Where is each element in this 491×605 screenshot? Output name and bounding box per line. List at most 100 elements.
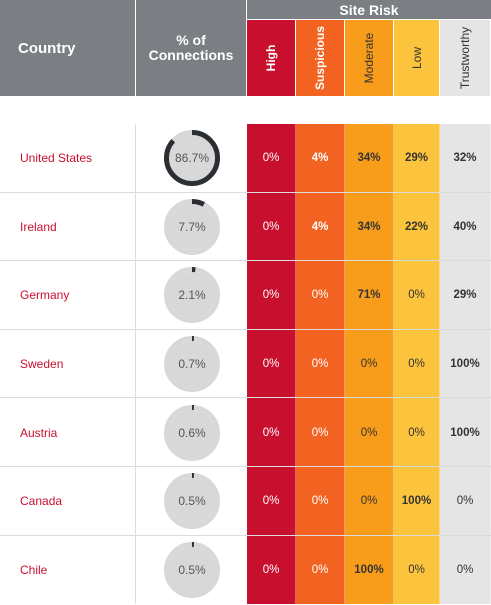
risk-low-value: 22%: [394, 192, 440, 262]
connections-cell: 0.6%: [136, 398, 247, 467]
header-connections: % of Connections: [136, 0, 247, 96]
connections-donut: 0.5%: [163, 541, 220, 598]
risk-low-value: 100%: [394, 466, 440, 536]
risk-moderate-value: 34%: [345, 124, 394, 193]
risk-suspicious-value: 0%: [296, 535, 345, 605]
table-header: Country % of Connections Site Risk High …: [0, 0, 491, 96]
header-gap: [247, 96, 491, 124]
connections-value: 0.5%: [178, 563, 206, 577]
country-name: Sweden: [0, 329, 136, 399]
table-row: Canada 0.5% 0% 0% 0% 100% 0%: [0, 466, 491, 536]
risk-low-value: 0%: [394, 535, 440, 605]
connections-cell: 86.7%: [136, 124, 247, 193]
donut-value-arc: [163, 404, 220, 461]
risk-trustworthy-value: 0%: [440, 466, 491, 536]
table-row: Germany 2.1% 0% 0% 71% 0% 29%: [0, 261, 491, 330]
connections-cell: 0.5%: [136, 536, 247, 605]
risk-high-value: 0%: [247, 192, 296, 262]
header-high: High: [247, 19, 296, 96]
risk-suspicious-value: 4%: [296, 192, 345, 262]
table-row: Ireland 7.7% 0% 4% 34% 22% 40%: [0, 192, 491, 262]
connections-value: 0.6%: [178, 426, 206, 440]
header-site-risk: Site Risk: [247, 0, 491, 19]
header-country-label: Country: [18, 39, 76, 57]
risk-trustworthy-value: 0%: [440, 535, 491, 605]
donut-center: [168, 546, 215, 593]
donut-value-arc: [163, 130, 220, 187]
donut-value-arc: [163, 267, 220, 324]
connections-value: 0.7%: [178, 357, 206, 371]
donut-value-arc: [163, 473, 220, 530]
table-row: Sweden 0.7% 0% 0% 0% 0% 100%: [0, 329, 491, 399]
risk-low-value: 0%: [394, 329, 440, 399]
connections-cell: 2.1%: [136, 261, 247, 330]
risk-trustworthy-value: 32%: [440, 124, 491, 193]
donut-center: [168, 409, 215, 456]
country-name: Austria: [0, 398, 136, 467]
header-connections-line2: Connections: [148, 47, 234, 63]
risk-suspicious-value: 0%: [296, 329, 345, 399]
header-connections-line1: % of: [176, 32, 206, 48]
risk-moderate-value: 100%: [345, 535, 394, 605]
table-body: United States 86.7% 0% 4% 34% 29% 32% Ireland 7.…: [0, 124, 491, 605]
connections-cell: 0.7%: [136, 330, 247, 399]
connections-value: 7.7%: [178, 220, 206, 234]
risk-suspicious-value: 0%: [296, 466, 345, 536]
risk-suspicious-value: 4%: [296, 124, 345, 193]
header-moderate: Moderate: [345, 19, 394, 96]
header-suspicious-label: Suspicious: [313, 25, 327, 91]
risk-high-value: 0%: [247, 261, 296, 330]
connections-donut: 2.1%: [163, 267, 220, 324]
risk-moderate-value: 0%: [345, 329, 394, 399]
table-row: United States 86.7% 0% 4% 34% 29% 32%: [0, 124, 491, 193]
connections-value: 2.1%: [178, 288, 206, 302]
connections-donut: 0.6%: [163, 404, 220, 461]
risk-trustworthy-value: 100%: [440, 398, 491, 467]
header-country: Country: [0, 0, 136, 96]
header-low: Low: [394, 19, 440, 96]
risk-suspicious-value: 0%: [296, 261, 345, 330]
header-low-label: Low: [409, 46, 424, 70]
risk-trustworthy-value: 29%: [440, 261, 491, 330]
risk-high-value: 0%: [247, 398, 296, 467]
risk-suspicious-value: 0%: [296, 398, 345, 467]
connections-value: 0.5%: [178, 494, 206, 508]
connections-donut: 86.7%: [163, 130, 220, 187]
country-name: Ireland: [0, 192, 136, 262]
risk-moderate-value: 71%: [345, 261, 394, 330]
donut-value-arc: [163, 198, 220, 255]
risk-moderate-value: 0%: [345, 398, 394, 467]
country-name: Germany: [0, 261, 136, 330]
header-trustworthy-label: Trustworthy: [458, 26, 472, 90]
header-suspicious: Suspicious: [296, 19, 345, 96]
risk-moderate-value: 0%: [345, 466, 394, 536]
risk-trustworthy-value: 40%: [440, 192, 491, 262]
connections-cell: 0.5%: [136, 467, 247, 536]
risk-moderate-value: 34%: [345, 192, 394, 262]
risk-high-value: 0%: [247, 329, 296, 399]
connections-cell: 7.7%: [136, 193, 247, 262]
header-trustworthy: Trustworthy: [440, 19, 491, 96]
risk-high-value: 0%: [247, 466, 296, 536]
header-high-label: High: [264, 44, 278, 72]
risk-trustworthy-value: 100%: [440, 329, 491, 399]
donut-center: [168, 203, 215, 250]
donut-center: [168, 272, 215, 319]
table-row: Chile 0.5% 0% 0% 100% 0% 0%: [0, 535, 491, 605]
country-name: Canada: [0, 466, 136, 536]
connections-donut: 7.7%: [163, 198, 220, 255]
country-name: United States: [0, 124, 136, 193]
header-moderate-label: Moderate: [362, 32, 376, 84]
connections-donut: 0.5%: [163, 473, 220, 530]
risk-low-value: 0%: [394, 261, 440, 330]
header-site-risk-label: Site Risk: [339, 1, 399, 18]
risk-low-value: 0%: [394, 398, 440, 467]
connections-donut: 0.7%: [163, 336, 220, 393]
risk-high-value: 0%: [247, 124, 296, 193]
donut-center: [168, 478, 215, 525]
risk-high-value: 0%: [247, 535, 296, 605]
donut-center: [168, 341, 215, 388]
connections-value: 86.7%: [174, 151, 208, 165]
risk-low-value: 29%: [394, 124, 440, 193]
